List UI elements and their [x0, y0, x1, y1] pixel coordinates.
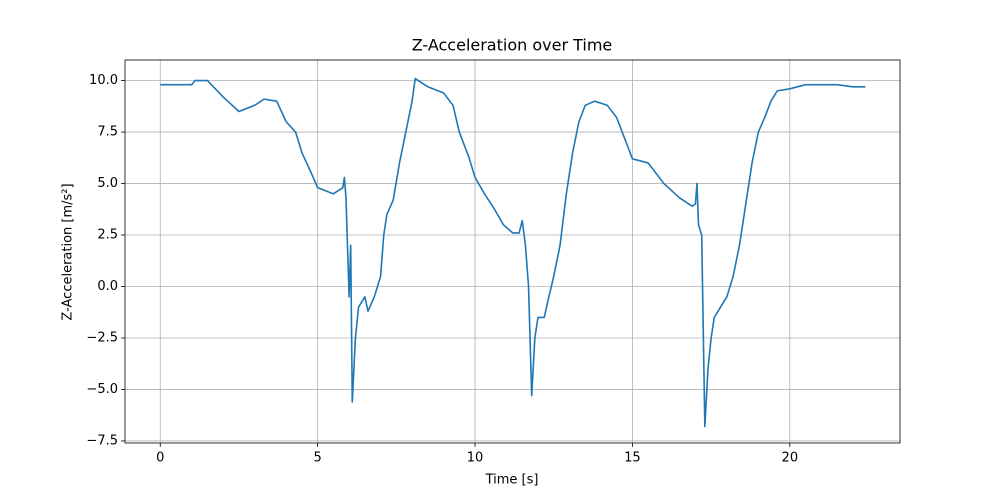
y-tick-label: 5.0: [97, 176, 118, 191]
x-tick-label: 15: [624, 451, 641, 466]
data-line: [160, 77, 866, 428]
y-tick-label: −7.5: [86, 433, 118, 448]
x-axis-label: Time [s]: [485, 473, 539, 488]
y-tick-label: −5.0: [86, 382, 118, 397]
x-tick-label: 0: [156, 451, 164, 466]
x-tick-label: 20: [782, 451, 799, 466]
y-tick-label: 10.0: [89, 73, 118, 88]
y-tick-label: 2.5: [97, 228, 118, 243]
y-axis-label: Z-Acceleration [m/s²]: [61, 183, 76, 320]
plot-frame: [124, 59, 901, 444]
chart-title: Z-Acceleration over Time: [412, 36, 613, 55]
y-tick-label: 0.0: [97, 279, 118, 294]
y-tick-label: 7.5: [97, 125, 118, 140]
x-tick-label: 5: [314, 451, 322, 466]
y-tick-label: −2.5: [86, 330, 118, 345]
x-tick-label: 10: [467, 451, 484, 466]
